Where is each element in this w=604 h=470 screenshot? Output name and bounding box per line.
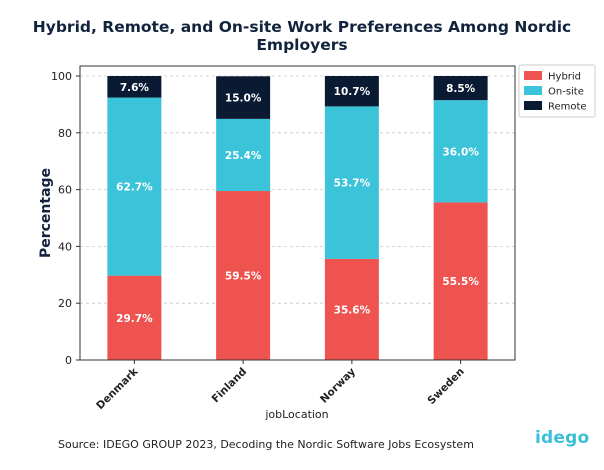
y-tick-label: 20 xyxy=(58,297,72,310)
data-label: 62.7% xyxy=(116,182,153,194)
y-tick-label: 100 xyxy=(51,70,72,83)
y-axis: 0 20 40 60 80 100 xyxy=(51,70,80,367)
x-tick-label: Finland xyxy=(210,366,250,406)
data-label: 53.7% xyxy=(334,178,371,190)
plot-frame xyxy=(79,65,516,361)
bar-on-site-finland xyxy=(216,118,271,192)
data-label: 7.6% xyxy=(120,82,150,94)
bar-on-site-denmark xyxy=(107,97,162,276)
y-tick-label: 60 xyxy=(58,184,72,197)
y-axis-label: Percentage xyxy=(38,168,54,258)
x-axis-label: jobLocation xyxy=(264,408,328,421)
x-tick-label: Norway xyxy=(318,366,358,406)
legend: Hybrid On-site Remote xyxy=(518,64,596,118)
legend-swatch-hybrid xyxy=(524,71,542,80)
data-label: 8.5% xyxy=(446,83,476,95)
data-labels: 29.7% 62.7% 7.6% 59.5% 25.4% 15.0% 35.6% 53.7% 1… xyxy=(116,82,479,325)
data-label: 15.0% xyxy=(225,93,262,105)
data-label: 36.0% xyxy=(442,146,479,158)
bar-remote-norway xyxy=(324,76,379,107)
legend-swatch-remote xyxy=(524,101,542,110)
legend-label-hybrid: Hybrid xyxy=(548,72,581,83)
legend-swatch-on-site xyxy=(524,86,542,95)
legend-label-remote: Remote xyxy=(548,102,587,113)
bar-hybrid-finland xyxy=(216,191,271,360)
legend-label-on-site: On-site xyxy=(548,87,584,98)
y-tick-label: 80 xyxy=(58,127,72,140)
data-label: 35.6% xyxy=(334,304,371,316)
data-label: 25.4% xyxy=(225,150,262,162)
data-label: 10.7% xyxy=(334,86,371,98)
x-tick-label: Sweden xyxy=(425,366,466,407)
x-tick-label: Denmark xyxy=(94,365,141,412)
brand-logo: idego xyxy=(535,428,590,448)
y-tick-label: 40 xyxy=(58,240,72,253)
x-axis: Denmark Finland Norway Sweden xyxy=(94,360,467,412)
bar-on-site-sweden xyxy=(433,100,488,203)
bar-remote-sweden xyxy=(433,76,488,101)
bar-on-site-norway xyxy=(324,106,379,259)
data-label: 29.7% xyxy=(116,313,153,325)
bar-hybrid-norway xyxy=(324,258,379,360)
chart-title: Hybrid, Remote, and On-site Work Prefere… xyxy=(32,18,572,54)
data-label: 59.5% xyxy=(225,271,262,283)
bars xyxy=(107,76,488,360)
bar-remote-finland xyxy=(216,76,271,119)
bar-hybrid-denmark xyxy=(107,275,162,360)
bar-remote-denmark xyxy=(107,76,162,98)
bar-hybrid-sweden xyxy=(433,202,488,360)
source-note: Source: IDEGO GROUP 2023, Decoding the N… xyxy=(58,438,474,451)
data-label: 55.5% xyxy=(442,276,479,288)
y-tick-label: 0 xyxy=(65,354,72,367)
